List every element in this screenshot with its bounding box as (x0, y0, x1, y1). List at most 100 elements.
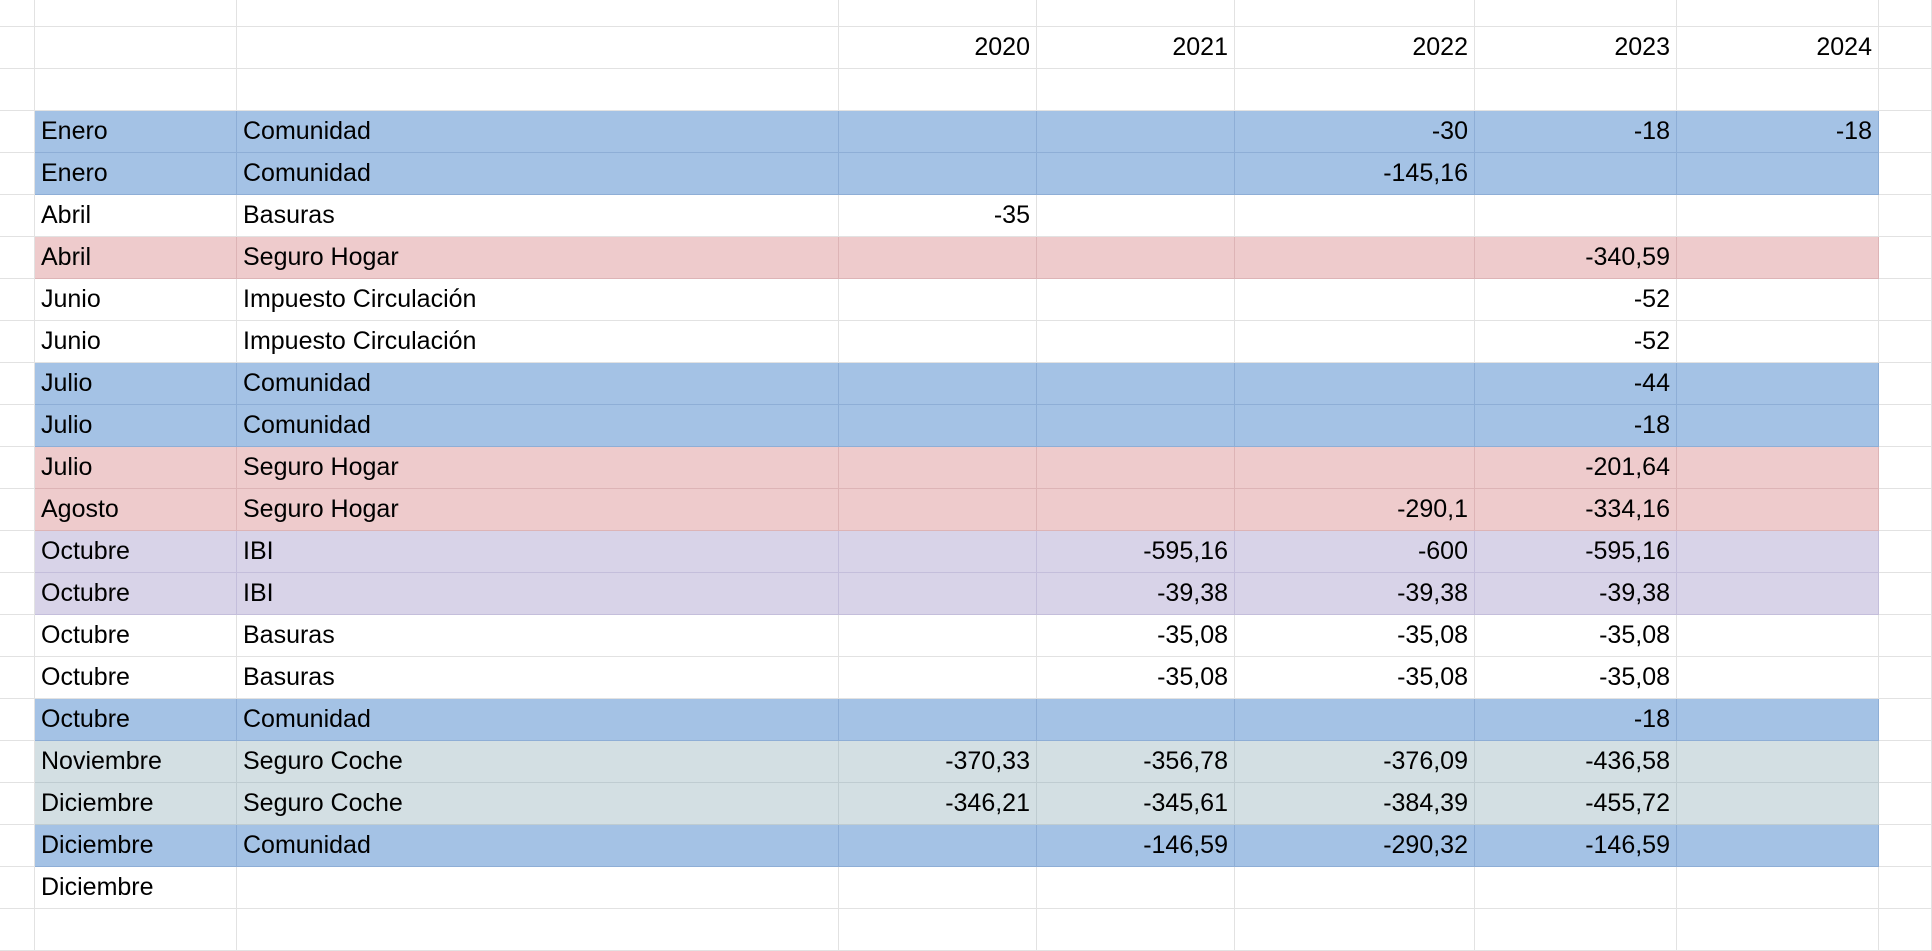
amount-cell[interactable] (839, 699, 1037, 741)
amount-cell[interactable] (1037, 363, 1235, 405)
month-cell[interactable]: Junio (35, 321, 237, 363)
grid-cell-empty[interactable] (0, 699, 35, 741)
month-cell[interactable]: Junio (35, 279, 237, 321)
amount-cell[interactable] (1037, 279, 1235, 321)
amount-cell[interactable]: -44 (1475, 363, 1677, 405)
grid-cell-empty[interactable] (1879, 27, 1932, 69)
amount-cell[interactable] (1235, 321, 1475, 363)
amount-cell[interactable] (839, 573, 1037, 615)
month-cell[interactable]: Diciembre (35, 867, 237, 909)
grid-cell-empty[interactable] (0, 489, 35, 531)
grid-cell-empty[interactable] (0, 279, 35, 321)
amount-cell[interactable] (839, 321, 1037, 363)
grid-cell-empty[interactable] (1879, 699, 1932, 741)
amount-cell[interactable]: -52 (1475, 279, 1677, 321)
amount-cell[interactable] (1677, 237, 1879, 279)
concept-cell[interactable] (237, 867, 839, 909)
amount-cell[interactable] (1235, 447, 1475, 489)
grid-cell-empty[interactable] (1879, 363, 1932, 405)
grid-cell-empty[interactable] (1037, 69, 1235, 111)
grid-cell-empty[interactable] (0, 741, 35, 783)
concept-cell[interactable]: Seguro Coche (237, 783, 839, 825)
amount-cell[interactable] (1677, 363, 1879, 405)
month-cell[interactable]: Abril (35, 195, 237, 237)
grid-cell-empty[interactable] (1475, 69, 1677, 111)
grid-cell-empty[interactable] (1879, 825, 1932, 867)
year-header[interactable]: 2021 (1037, 27, 1235, 69)
month-cell[interactable]: Julio (35, 405, 237, 447)
amount-cell[interactable]: -39,38 (1037, 573, 1235, 615)
amount-cell[interactable] (1037, 447, 1235, 489)
amount-cell[interactable] (1677, 279, 1879, 321)
grid-cell-empty[interactable] (1879, 153, 1932, 195)
grid-cell-empty[interactable] (0, 321, 35, 363)
grid-cell-empty[interactable] (1879, 489, 1932, 531)
grid-cell-empty[interactable] (1879, 0, 1932, 27)
grid-cell-empty[interactable] (1879, 447, 1932, 489)
amount-cell[interactable] (1677, 867, 1879, 909)
amount-cell[interactable]: -35,08 (1235, 657, 1475, 699)
amount-cell[interactable]: -35,08 (1475, 615, 1677, 657)
amount-cell[interactable]: -201,64 (1475, 447, 1677, 489)
grid-cell-empty[interactable] (0, 783, 35, 825)
amount-cell[interactable] (839, 111, 1037, 153)
grid-cell-empty[interactable] (0, 825, 35, 867)
grid-cell-empty[interactable] (1879, 405, 1932, 447)
grid-cell-empty[interactable] (0, 447, 35, 489)
amount-cell[interactable] (1677, 195, 1879, 237)
amount-cell[interactable]: -35,08 (1037, 615, 1235, 657)
month-cell[interactable]: Abril (35, 237, 237, 279)
grid-cell-empty[interactable] (1235, 69, 1475, 111)
month-cell[interactable]: Octubre (35, 573, 237, 615)
amount-cell[interactable]: -18 (1475, 699, 1677, 741)
amount-cell[interactable]: -18 (1475, 111, 1677, 153)
amount-cell[interactable]: -595,16 (1037, 531, 1235, 573)
grid-cell-empty[interactable] (1879, 111, 1932, 153)
amount-cell[interactable]: -384,39 (1235, 783, 1475, 825)
amount-cell[interactable]: -35 (839, 195, 1037, 237)
concept-cell[interactable]: Basuras (237, 195, 839, 237)
concept-cell[interactable]: IBI (237, 531, 839, 573)
amount-cell[interactable]: -455,72 (1475, 783, 1677, 825)
amount-cell[interactable]: -356,78 (1037, 741, 1235, 783)
amount-cell[interactable] (1037, 237, 1235, 279)
year-header[interactable]: 2022 (1235, 27, 1475, 69)
amount-cell[interactable] (1677, 825, 1879, 867)
amount-cell[interactable] (1235, 195, 1475, 237)
amount-cell[interactable]: -600 (1235, 531, 1475, 573)
amount-cell[interactable] (1037, 867, 1235, 909)
amount-cell[interactable] (1677, 741, 1879, 783)
amount-cell[interactable] (839, 489, 1037, 531)
amount-cell[interactable] (1677, 531, 1879, 573)
grid-cell-empty[interactable] (1879, 615, 1932, 657)
grid-cell-empty[interactable] (839, 909, 1037, 951)
year-header[interactable]: 2023 (1475, 27, 1677, 69)
grid-cell-empty[interactable] (237, 0, 839, 27)
amount-cell[interactable] (1235, 363, 1475, 405)
grid-cell-empty[interactable] (237, 27, 839, 69)
amount-cell[interactable] (839, 825, 1037, 867)
amount-cell[interactable]: -35,08 (1037, 657, 1235, 699)
amount-cell[interactable] (1037, 489, 1235, 531)
grid-cell-empty[interactable] (35, 0, 237, 27)
amount-cell[interactable] (1235, 867, 1475, 909)
concept-cell[interactable]: Comunidad (237, 699, 839, 741)
amount-cell[interactable]: -52 (1475, 321, 1677, 363)
amount-cell[interactable] (839, 531, 1037, 573)
amount-cell[interactable]: -18 (1475, 405, 1677, 447)
grid-cell-empty[interactable] (1879, 783, 1932, 825)
amount-cell[interactable] (839, 405, 1037, 447)
grid-cell-empty[interactable] (1475, 909, 1677, 951)
amount-cell[interactable] (1235, 405, 1475, 447)
grid-cell-empty[interactable] (0, 405, 35, 447)
month-cell[interactable]: Noviembre (35, 741, 237, 783)
amount-cell[interactable]: -18 (1677, 111, 1879, 153)
amount-cell[interactable] (1037, 405, 1235, 447)
grid-cell-empty[interactable] (0, 909, 35, 951)
amount-cell[interactable]: -39,38 (1475, 573, 1677, 615)
year-header[interactable]: 2020 (839, 27, 1037, 69)
grid-cell-empty[interactable] (237, 909, 839, 951)
amount-cell[interactable] (1677, 405, 1879, 447)
amount-cell[interactable]: -290,32 (1235, 825, 1475, 867)
grid-cell-empty[interactable] (0, 867, 35, 909)
